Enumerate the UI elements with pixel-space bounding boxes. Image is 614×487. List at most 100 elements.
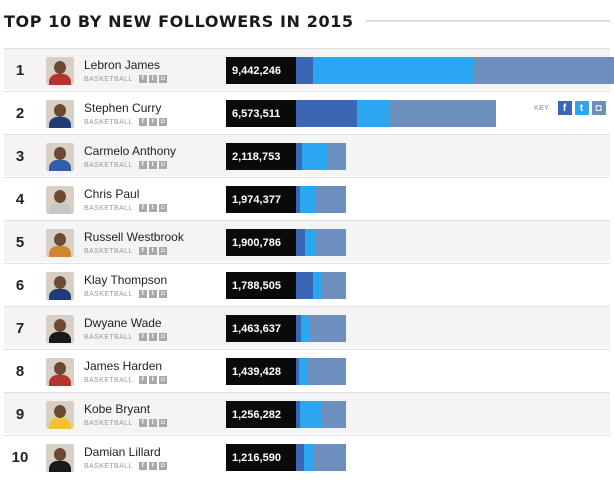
player-name[interactable]: Damian Lillard: [84, 445, 161, 459]
bar-segment-instagram: [321, 401, 346, 428]
bar-segment-instagram: [308, 358, 346, 385]
bar-segment-facebook: [296, 358, 300, 385]
player-name[interactable]: Chris Paul: [84, 187, 140, 201]
twitter-icon[interactable]: t: [148, 75, 157, 83]
table-row: 6 Klay Thompson BASKETBALL f t ◘ 1,788,505: [4, 263, 610, 305]
sport-label: BASKETBALL: [84, 204, 133, 212]
facebook-icon[interactable]: f: [138, 462, 147, 470]
player-name[interactable]: Carmelo Anthony: [84, 144, 177, 158]
facebook-icon[interactable]: f: [138, 247, 147, 255]
title-rule: [365, 20, 610, 22]
rank-number: 7: [15, 319, 25, 337]
total-followers-label: 1,788,505: [226, 272, 296, 299]
player-name[interactable]: Klay Thompson: [84, 273, 168, 287]
total-followers-label: 1,900,786: [226, 229, 296, 256]
table-row: 9 Kobe Bryant BASKETBALL f t ◘ 1,256,282: [4, 392, 610, 434]
player-photo: [46, 272, 74, 300]
ranking-list: 1 Lebron James BASKETBALL f t ◘ 9,442,246 2 Step…: [4, 48, 614, 478]
facebook-icon[interactable]: f: [138, 75, 147, 83]
twitter-icon[interactable]: t: [148, 118, 157, 126]
total-followers-label: 1,974,377: [226, 186, 296, 213]
bar-segment-instagram: [309, 315, 346, 342]
stacked-bar: 1,974,377: [226, 186, 346, 213]
sport-label: BASKETBALL: [84, 419, 133, 427]
rank-number: 8: [15, 362, 25, 380]
player-name[interactable]: James Harden: [84, 359, 163, 373]
facebook-icon[interactable]: f: [138, 333, 147, 341]
table-row: 7 Dwyane Wade BASKETBALL f t ◘ 1,463,637: [4, 306, 610, 348]
instagram-icon[interactable]: ◘: [158, 462, 167, 470]
instagram-icon[interactable]: ◘: [158, 376, 167, 384]
facebook-icon[interactable]: f: [138, 290, 147, 298]
instagram-icon[interactable]: ◘: [158, 419, 167, 427]
player-meta: BASKETBALL f t ◘: [84, 462, 167, 470]
twitter-icon[interactable]: t: [148, 204, 157, 212]
player-name[interactable]: Stephen Curry: [84, 101, 162, 115]
player-photo-head: [54, 190, 66, 203]
facebook-icon[interactable]: f: [138, 376, 147, 384]
stacked-bar: 2,118,753: [226, 143, 346, 170]
player-photo-jersey: [49, 375, 71, 386]
facebook-icon[interactable]: f: [138, 419, 147, 427]
sport-label: BASKETBALL: [84, 333, 133, 341]
player-name[interactable]: Lebron James: [84, 58, 161, 72]
twitter-icon[interactable]: t: [148, 247, 157, 255]
instagram-icon: ◘: [591, 101, 606, 115]
instagram-icon[interactable]: ◘: [158, 204, 167, 212]
facebook-icon[interactable]: f: [138, 161, 147, 169]
player-photo: [46, 229, 74, 257]
player-photo-jersey: [49, 332, 71, 343]
stacked-bar: 1,900,786: [226, 229, 346, 256]
bar-segment-twitter: [299, 401, 322, 428]
bar-segment-facebook: [296, 444, 305, 471]
player-photo-head: [54, 104, 66, 117]
facebook-icon[interactable]: f: [138, 204, 147, 212]
instagram-icon[interactable]: ◘: [158, 75, 167, 83]
twitter-icon[interactable]: t: [148, 290, 157, 298]
player-photo-head: [54, 61, 66, 74]
twitter-icon: t: [574, 101, 589, 115]
player-name[interactable]: Russell Westbrook: [84, 230, 184, 244]
total-followers-label: 1,256,282: [226, 401, 296, 428]
player-name[interactable]: Dwyane Wade: [84, 316, 162, 330]
player-photo-head: [54, 276, 66, 289]
instagram-icon[interactable]: ◘: [158, 247, 167, 255]
player-meta: BASKETBALL f t ◘: [84, 75, 167, 83]
player-name[interactable]: Kobe Bryant: [84, 402, 151, 416]
instagram-icon[interactable]: ◘: [158, 333, 167, 341]
stacked-bar: 9,442,246: [226, 57, 614, 84]
instagram-icon[interactable]: ◘: [158, 118, 167, 126]
twitter-icon[interactable]: t: [148, 419, 157, 427]
player-photo-jersey: [49, 203, 71, 214]
player-photo-head: [54, 448, 66, 461]
instagram-icon[interactable]: ◘: [158, 290, 167, 298]
bar-segment-instagram: [321, 272, 346, 299]
sport-label: BASKETBALL: [84, 290, 133, 298]
player-photo-head: [54, 405, 66, 418]
table-row: 5 Russell Westbrook BASKETBALL f t ◘ 1,900,786: [4, 220, 610, 262]
player-photo: [46, 57, 74, 85]
rank-number: 6: [15, 276, 25, 294]
twitter-icon[interactable]: t: [148, 376, 157, 384]
sport-label: BASKETBALL: [84, 75, 133, 83]
bar-segment-instagram: [316, 186, 346, 213]
bar-segment-twitter: [312, 272, 322, 299]
twitter-icon[interactable]: t: [148, 333, 157, 341]
table-row: 1 Lebron James BASKETBALL f t ◘ 9,442,246: [4, 48, 614, 90]
bar-segment-twitter: [299, 358, 309, 385]
player-meta: BASKETBALL f t ◘: [84, 118, 167, 126]
sport-label: BASKETBALL: [84, 247, 133, 255]
twitter-icon[interactable]: t: [148, 161, 157, 169]
bar-segment-instagram: [314, 444, 346, 471]
bar-segment-instagram: [326, 143, 346, 170]
player-photo-jersey: [49, 461, 71, 472]
bar-segment-facebook: [296, 57, 313, 84]
twitter-icon[interactable]: t: [148, 462, 157, 470]
instagram-icon[interactable]: ◘: [158, 161, 167, 169]
stacked-bar: 1,439,428: [226, 358, 346, 385]
player-meta: BASKETBALL f t ◘: [84, 333, 167, 341]
player-photo-head: [54, 319, 66, 332]
facebook-icon[interactable]: f: [138, 118, 147, 126]
stacked-bar: 1,788,505: [226, 272, 346, 299]
rank-number: 3: [15, 147, 25, 165]
